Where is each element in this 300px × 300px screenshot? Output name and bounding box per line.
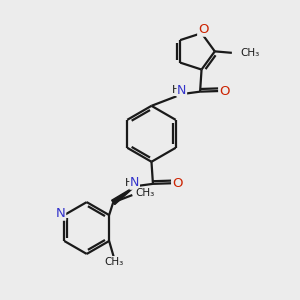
Text: N: N [56, 207, 66, 220]
Text: CH₃: CH₃ [240, 48, 260, 58]
Text: O: O [219, 85, 230, 98]
Text: H: H [124, 178, 133, 188]
Polygon shape [112, 186, 135, 205]
Text: CH₃: CH₃ [135, 188, 154, 198]
Text: H: H [172, 85, 180, 95]
Text: N: N [177, 84, 187, 97]
Text: N: N [130, 176, 140, 189]
Text: O: O [172, 177, 182, 190]
Text: O: O [198, 23, 208, 36]
Text: CH₃: CH₃ [104, 256, 124, 267]
